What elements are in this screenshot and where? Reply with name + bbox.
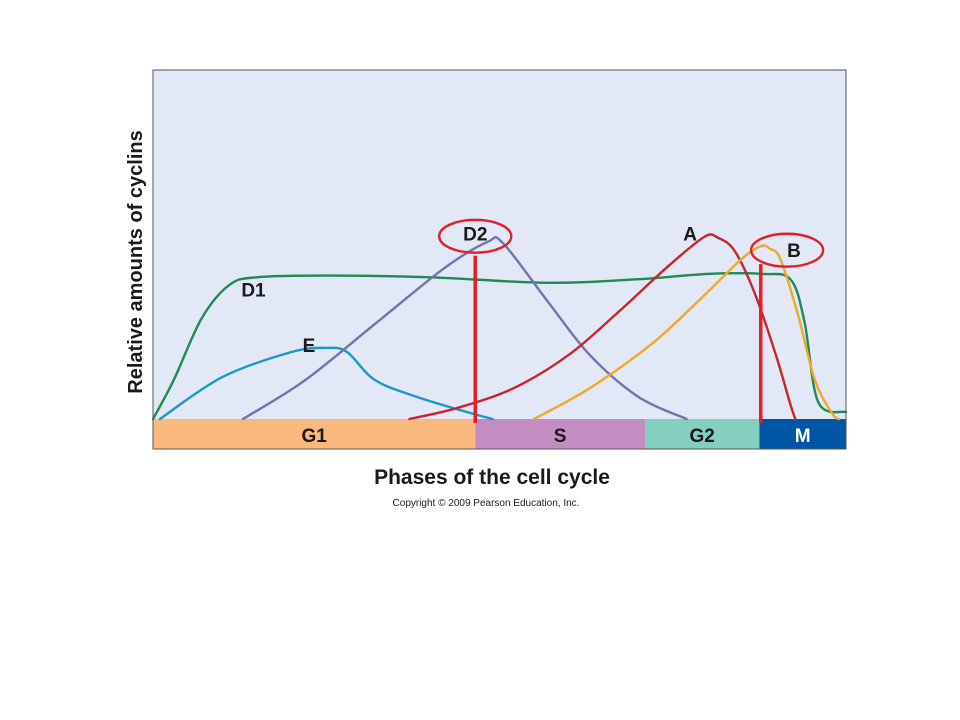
curve-label-b: B (787, 241, 801, 262)
phase-segment-s (475, 419, 646, 449)
phase-label-m: M (795, 426, 811, 447)
y-axis-label: Relative amounts of cyclins (125, 130, 147, 393)
curve-d1 (151, 272, 848, 421)
copyright-notice: Copyright © 2009 Pearson Education, Inc. (393, 498, 580, 509)
curve-b (533, 244, 841, 421)
highlight-circle-d2 (438, 218, 513, 254)
curve-a (408, 233, 797, 421)
curve-labels: D1 E D2 A B (241, 224, 801, 357)
phase-markers (438, 218, 825, 423)
phase-label-g1: G1 (301, 426, 327, 447)
phase-bar: G1 S G2 M (153, 419, 846, 449)
phase-label-g2: G2 (690, 426, 715, 447)
plot-background (153, 70, 846, 419)
curve-d2 (241, 236, 688, 421)
phase-segment-g1 (153, 419, 476, 449)
x-axis-label: Phases of the cell cycle (374, 466, 610, 489)
cyclin-curves (151, 233, 848, 421)
phase-segment-m (759, 419, 846, 449)
phase-segment-g2 (645, 419, 760, 449)
phase-label-s: S (554, 426, 567, 447)
curve-label-a: A (683, 224, 697, 245)
plot-frame (152, 69, 847, 450)
curve-label-d1: D1 (241, 280, 266, 301)
curve-label-d2: D2 (463, 224, 487, 245)
curve-label-e: E (303, 336, 316, 357)
highlight-circle-b (749, 232, 825, 268)
